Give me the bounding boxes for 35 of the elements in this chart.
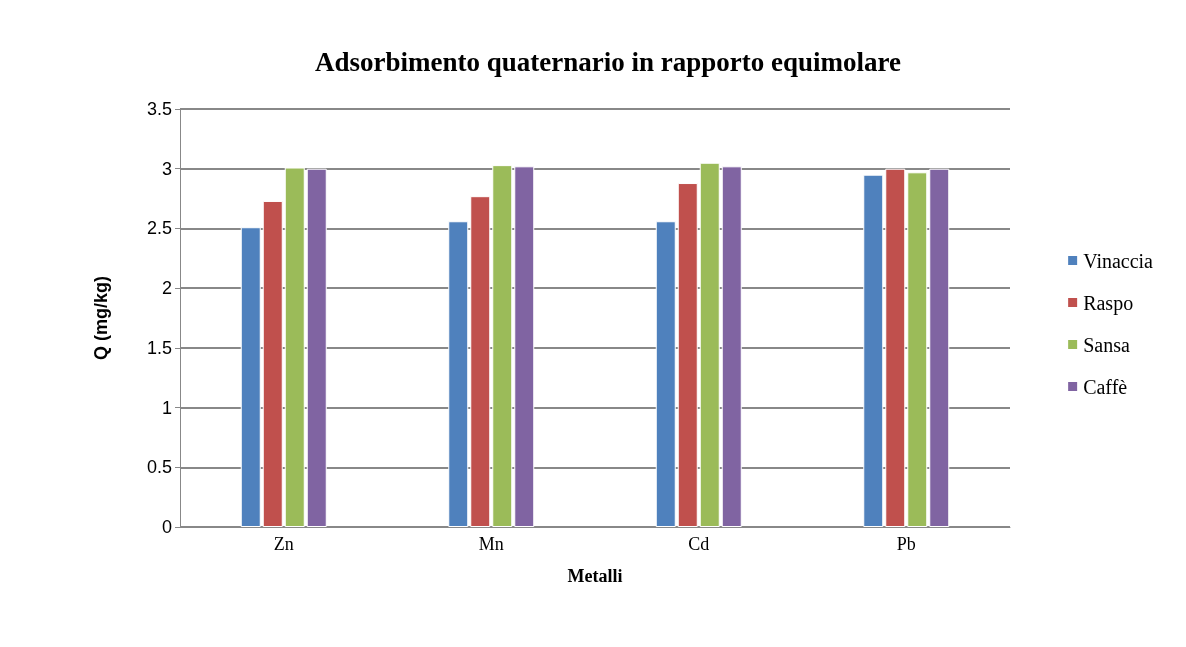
bar bbox=[677, 183, 698, 527]
bar bbox=[470, 196, 491, 527]
bar bbox=[448, 221, 469, 527]
y-tick-label: 2.5 bbox=[146, 218, 172, 239]
legend-label: Caffè bbox=[1083, 375, 1128, 398]
x-axis-title: Metalli bbox=[567, 566, 623, 586]
bar bbox=[240, 227, 261, 527]
bar bbox=[655, 221, 676, 527]
chart-title: Adsorbimento quaternario in rapporto equimolare bbox=[315, 46, 902, 77]
x-tick-label: Cd bbox=[688, 534, 710, 554]
legend-label: Raspo bbox=[1083, 291, 1134, 315]
bar bbox=[721, 166, 742, 527]
y-axis-title: Q (mg/kg) bbox=[91, 276, 111, 360]
legend-label: Vinaccia bbox=[1083, 249, 1154, 272]
y-tick-label: 1 bbox=[161, 397, 172, 418]
bar bbox=[863, 174, 884, 527]
bar bbox=[492, 165, 513, 527]
bar bbox=[907, 172, 928, 527]
x-tick-label: Mn bbox=[478, 534, 504, 554]
y-tick-label: 0 bbox=[161, 517, 172, 537]
bar bbox=[514, 166, 535, 527]
bar bbox=[699, 162, 720, 527]
x-tick-label: Pb bbox=[896, 534, 916, 554]
bar bbox=[262, 200, 283, 527]
x-tick-label: Zn bbox=[273, 534, 294, 554]
legend-label: Sansa bbox=[1083, 333, 1130, 356]
bar bbox=[284, 167, 305, 527]
bar bbox=[929, 168, 950, 527]
y-tick-label: 3.5 bbox=[146, 99, 172, 119]
bar bbox=[306, 168, 327, 527]
y-tick-label: 2 bbox=[161, 278, 172, 299]
y-tick-label: 1.5 bbox=[146, 337, 172, 358]
y-tick-label: 3 bbox=[161, 158, 172, 179]
bar bbox=[885, 168, 906, 527]
y-tick-label: 0.5 bbox=[146, 457, 172, 478]
